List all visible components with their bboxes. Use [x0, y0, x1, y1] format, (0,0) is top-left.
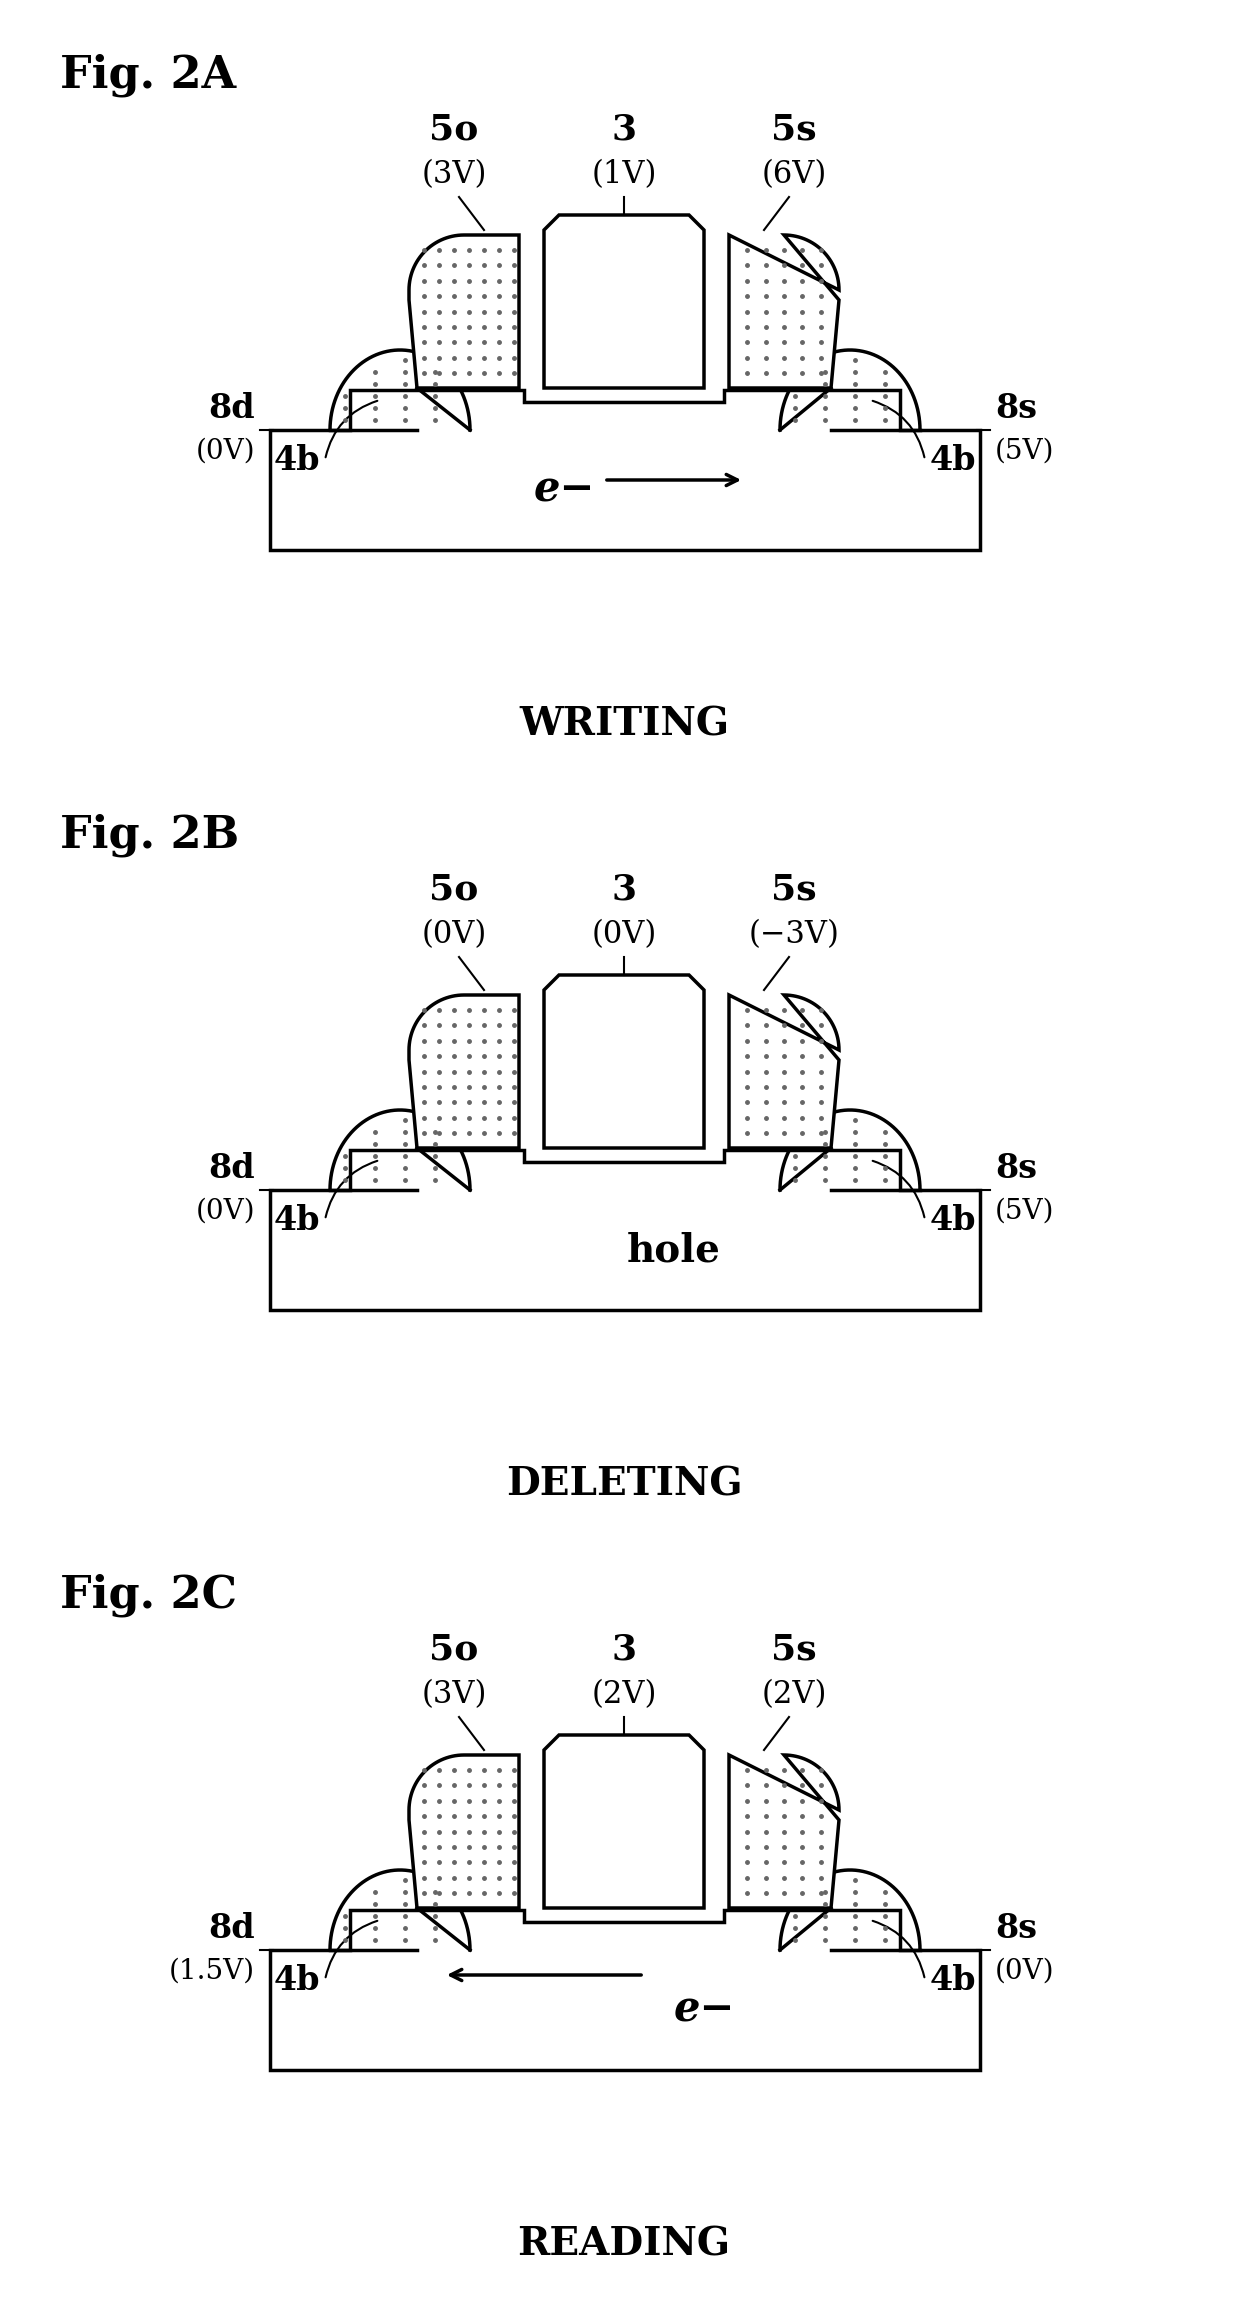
Polygon shape — [408, 235, 520, 389]
Text: 4b: 4b — [274, 1203, 320, 1237]
Polygon shape — [545, 975, 704, 1148]
Text: (0V): (0V) — [591, 920, 657, 950]
Text: 5o: 5o — [430, 113, 478, 147]
Polygon shape — [545, 214, 704, 389]
Text: DELETING: DELETING — [506, 1465, 742, 1504]
Text: 4b: 4b — [931, 444, 977, 476]
Text: (3V): (3V) — [421, 1679, 487, 1711]
Text: (0V): (0V) — [421, 920, 487, 950]
Text: (0V): (0V) — [195, 437, 255, 465]
Text: WRITING: WRITING — [518, 706, 729, 743]
Text: (6V): (6V) — [762, 159, 827, 191]
Text: (0V): (0V) — [195, 1198, 255, 1226]
Text: Fig. 2C: Fig. 2C — [60, 1573, 237, 1617]
Polygon shape — [545, 1734, 704, 1909]
Text: 8s: 8s — [995, 1911, 1037, 1946]
Text: 5o: 5o — [430, 1633, 478, 1668]
Polygon shape — [408, 996, 520, 1148]
Text: Fig. 2B: Fig. 2B — [60, 814, 240, 856]
Text: Fig. 2A: Fig. 2A — [60, 53, 236, 97]
Text: (0V): (0V) — [995, 1957, 1054, 1985]
Polygon shape — [270, 391, 980, 550]
Text: 5s: 5s — [771, 1633, 817, 1668]
Text: 4b: 4b — [931, 1964, 977, 1996]
Polygon shape — [408, 1755, 520, 1909]
Text: 8s: 8s — [995, 391, 1037, 425]
Text: (2V): (2V) — [762, 1679, 827, 1711]
Text: 8s: 8s — [995, 1152, 1037, 1184]
Text: 5o: 5o — [430, 874, 478, 906]
Text: 4b: 4b — [274, 444, 320, 476]
Text: 4b: 4b — [931, 1203, 977, 1237]
Text: hole: hole — [627, 1230, 721, 1270]
Text: 8d: 8d — [209, 1152, 255, 1184]
Text: (5V): (5V) — [995, 1198, 1054, 1226]
Text: (−3V): (−3V) — [748, 920, 839, 950]
Text: (3V): (3V) — [421, 159, 487, 191]
Polygon shape — [270, 1909, 980, 2070]
Text: 3: 3 — [612, 874, 637, 906]
Text: (1.5V): (1.5V) — [169, 1957, 255, 1985]
Polygon shape — [729, 1755, 839, 1909]
Text: 3: 3 — [612, 113, 637, 147]
Text: (5V): (5V) — [995, 437, 1054, 465]
Text: (1V): (1V) — [591, 159, 657, 191]
Text: 5s: 5s — [771, 113, 817, 147]
Text: 8d: 8d — [209, 1911, 255, 1946]
Polygon shape — [729, 996, 839, 1148]
Text: (2V): (2V) — [591, 1679, 657, 1711]
Text: 8d: 8d — [209, 391, 255, 425]
Text: e−: e− — [673, 1990, 734, 2031]
Text: 5s: 5s — [771, 874, 817, 906]
Text: e−: e− — [533, 469, 595, 511]
Text: READING: READING — [517, 2226, 731, 2263]
Polygon shape — [729, 235, 839, 389]
Text: 4b: 4b — [274, 1964, 320, 1996]
Polygon shape — [270, 1150, 980, 1311]
Text: 3: 3 — [612, 1633, 637, 1668]
